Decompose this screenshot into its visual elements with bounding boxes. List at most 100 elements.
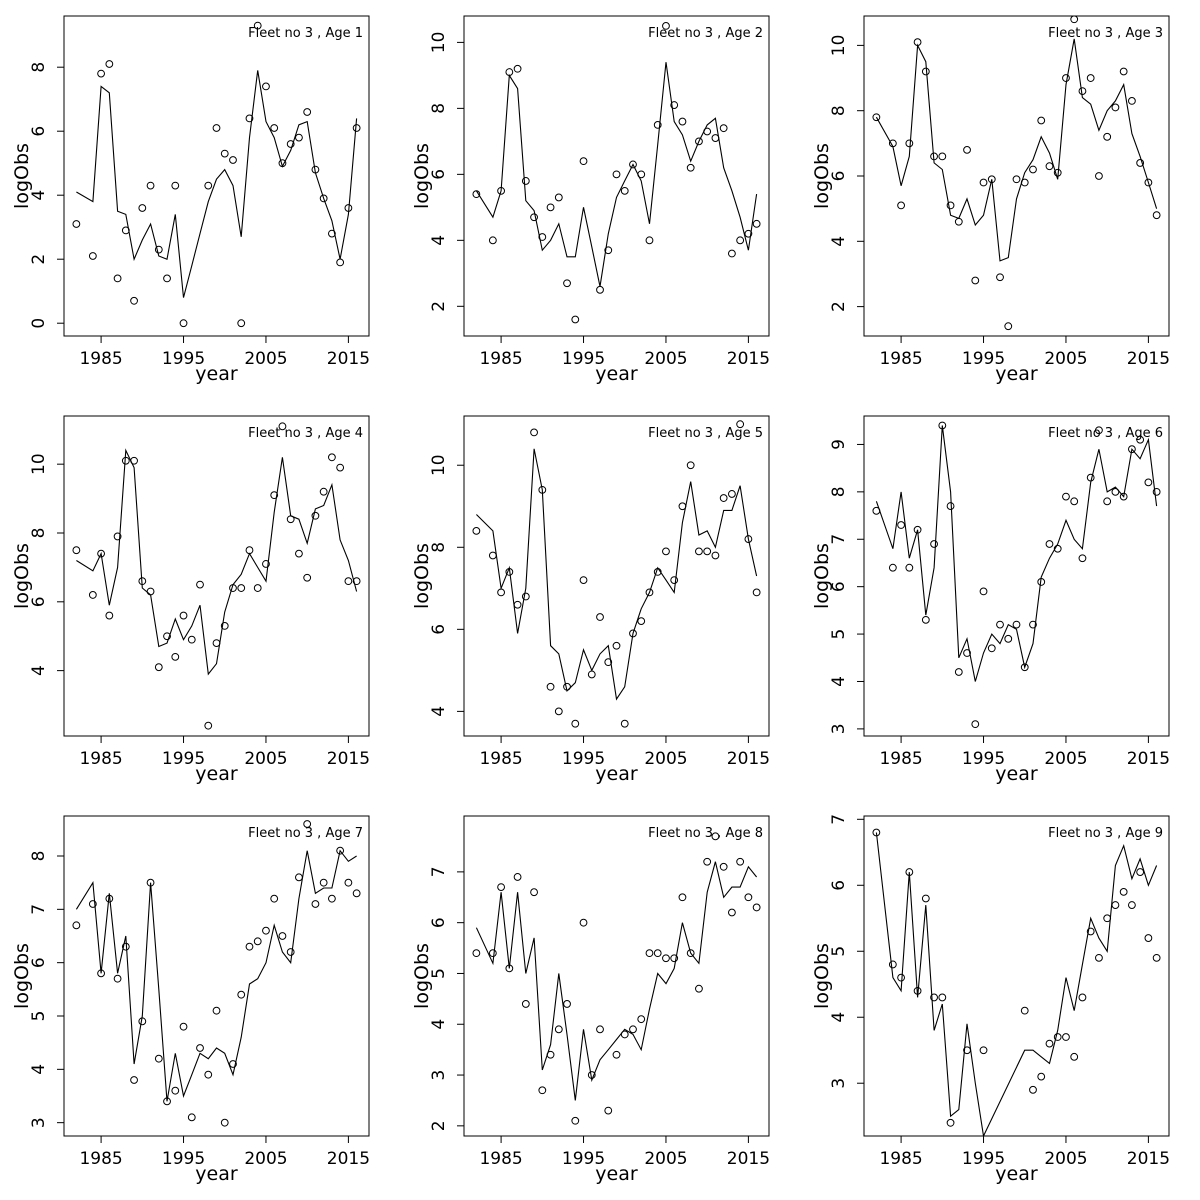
x-tick-label: 2005 [244, 749, 287, 769]
observation-point [521, 1000, 530, 1008]
observation-point [505, 567, 514, 576]
y-axis: 0 2 4 6 8 [29, 62, 64, 329]
y-tick-label: 4 [429, 235, 449, 246]
observation-point [579, 918, 588, 927]
x-tick-label: 1985 [79, 1149, 122, 1169]
observation-point [905, 139, 914, 148]
plot-area [872, 828, 1161, 1136]
x-tick-label: 1995 [962, 349, 1005, 369]
observation-point [653, 949, 662, 958]
observation-point [653, 567, 662, 576]
x-tick-label: 1985 [879, 349, 922, 369]
observation-point [678, 893, 687, 902]
observation-point [596, 285, 604, 294]
observation-point [637, 170, 646, 179]
observation-point [488, 551, 497, 560]
observation-point [554, 193, 563, 202]
y-tick-label: 8 [829, 105, 849, 116]
fitted-line [76, 70, 358, 298]
observation-point [1029, 620, 1037, 629]
observation-point [237, 990, 246, 999]
y-tick-label: 5 [829, 629, 849, 640]
observation-point [1078, 554, 1087, 563]
observation-point [1152, 953, 1161, 962]
y-tick-label: 7 [829, 814, 849, 825]
observation-point [204, 1070, 213, 1079]
observation-point [319, 194, 328, 203]
observation-point [220, 621, 229, 630]
observation-point [872, 113, 881, 122]
plot-frame [463, 815, 770, 1137]
observation-point [1062, 1033, 1070, 1041]
plot-area [472, 420, 761, 728]
observation-point [921, 67, 930, 76]
observation-point [686, 163, 695, 172]
observation-point [629, 160, 637, 169]
x-tick-label: 1985 [479, 749, 522, 769]
observation-point [963, 145, 971, 154]
observation-point [921, 894, 930, 903]
observation-point [954, 217, 963, 226]
y-tick-label: 4 [429, 1019, 449, 1030]
observation-point [1086, 473, 1095, 482]
x-tick-label: 1985 [479, 1149, 522, 1169]
observation-point [938, 152, 947, 161]
observation-point [97, 549, 105, 558]
observation-point [744, 893, 753, 902]
observation-point [596, 613, 604, 621]
observation-point [1152, 487, 1161, 496]
observation-point [546, 682, 555, 691]
observation-point [344, 577, 353, 586]
observation-point [138, 204, 147, 212]
fitted-line [875, 425, 1158, 682]
observation-point [1136, 435, 1145, 444]
chart-panel-8: 1985 1995 2005 2015 2 3 4 5 6 7 year logObs Fleet no… [411, 815, 770, 1185]
observation-point [1103, 497, 1112, 506]
observation-point [736, 236, 745, 245]
plot-frame [863, 415, 1170, 737]
observation-point [88, 900, 97, 908]
observation-point [303, 108, 312, 116]
observation-point [220, 1118, 229, 1127]
observation-point [1103, 132, 1112, 141]
observation-point [872, 506, 881, 515]
observation-point [1136, 159, 1145, 167]
observation-point [138, 577, 147, 586]
observation-point [538, 485, 547, 494]
observation-point [130, 296, 138, 305]
x-tick-label: 1995 [162, 1149, 205, 1169]
observation-point [154, 245, 163, 254]
observation-point [163, 632, 171, 641]
observation-point [587, 670, 596, 679]
observation-point [938, 421, 947, 430]
observation-point [270, 124, 279, 132]
y-tick-label: 8 [429, 103, 449, 114]
panel-title: Fleet no 3 , Age 7 [248, 826, 363, 841]
observation-point [930, 993, 938, 1002]
chart-panel-6: 1985 1995 2005 2015 3 4 5 6 7 8 9 year logObs Fleet n… [811, 415, 1170, 785]
panel-title: Fleet no 3 , Age 6 [1048, 426, 1163, 441]
observation-point [930, 152, 938, 161]
y-tick-label: 6 [829, 880, 849, 891]
observation-point [921, 615, 930, 624]
observation-point [1144, 934, 1153, 942]
y-tick-label: 8 [29, 62, 49, 73]
observation-point [1029, 1085, 1037, 1094]
observation-point [686, 949, 695, 958]
y-tick-label: 8 [429, 542, 449, 553]
observation-point [719, 862, 728, 871]
x-tick-label: 1995 [962, 749, 1005, 769]
x-axis-title: year [995, 1163, 1038, 1185]
observation-point [513, 873, 522, 881]
y-tick-label: 2 [29, 254, 49, 265]
x-tick-label: 1995 [162, 349, 205, 369]
observation-point [736, 420, 745, 429]
observation-point [954, 668, 963, 676]
observation-point [295, 873, 303, 882]
panel-title: Fleet no 3 , Age 9 [1048, 826, 1163, 841]
observation-point [1004, 634, 1013, 643]
observation-point [897, 521, 905, 529]
chart-panel-5: 1985 1995 2005 2015 4 6 8 10 year logObs Fleet no … [411, 415, 770, 785]
observation-point [979, 178, 988, 187]
x-tick-label: 2015 [1127, 749, 1170, 769]
